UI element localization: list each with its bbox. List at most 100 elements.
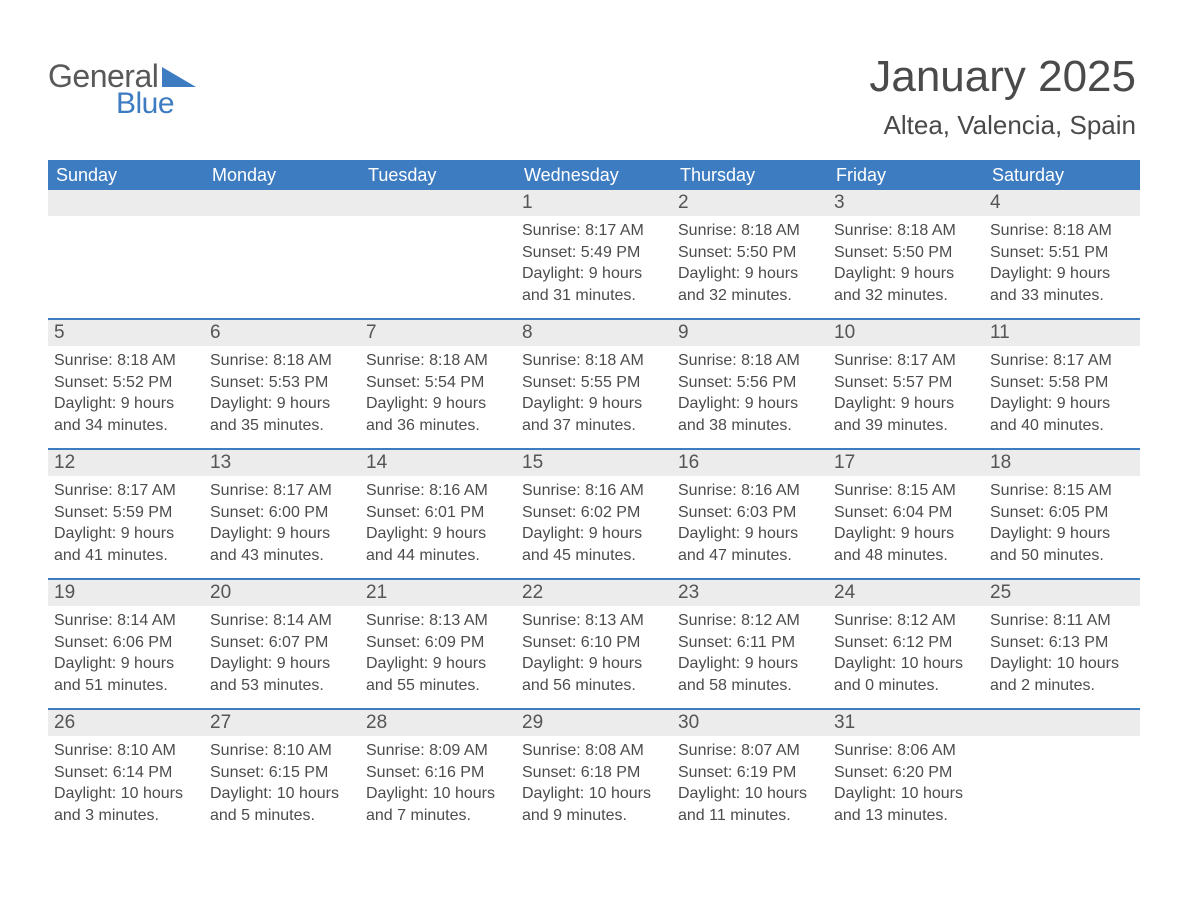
calendar-day-cell: 17Sunrise: 8:15 AMSunset: 6:04 PMDayligh…	[828, 450, 984, 578]
day-details: Sunrise: 8:13 AMSunset: 6:10 PMDaylight:…	[516, 606, 672, 706]
sunset-line: Sunset: 6:10 PM	[522, 632, 666, 654]
day-details: Sunrise: 8:12 AMSunset: 6:12 PMDaylight:…	[828, 606, 984, 706]
sunset-line: Sunset: 6:14 PM	[54, 762, 198, 784]
day-details	[984, 736, 1140, 750]
daylight-line-2: and 2 minutes.	[990, 675, 1134, 697]
sunrise-line: Sunrise: 8:06 AM	[834, 740, 978, 762]
sunset-line: Sunset: 6:04 PM	[834, 502, 978, 524]
calendar-week: 5Sunrise: 8:18 AMSunset: 5:52 PMDaylight…	[48, 318, 1140, 448]
daylight-line-1: Daylight: 9 hours	[54, 523, 198, 545]
daylight-line-1: Daylight: 9 hours	[990, 523, 1134, 545]
daylight-line-2: and 50 minutes.	[990, 545, 1134, 567]
sunrise-line: Sunrise: 8:07 AM	[678, 740, 822, 762]
daylight-line-1: Daylight: 9 hours	[522, 263, 666, 285]
day-number: 15	[516, 450, 672, 476]
sunrise-line: Sunrise: 8:18 AM	[54, 350, 198, 372]
sunrise-line: Sunrise: 8:15 AM	[990, 480, 1134, 502]
daylight-line-2: and 0 minutes.	[834, 675, 978, 697]
day-details: Sunrise: 8:09 AMSunset: 6:16 PMDaylight:…	[360, 736, 516, 836]
daylight-line-2: and 32 minutes.	[678, 285, 822, 307]
sunset-line: Sunset: 5:51 PM	[990, 242, 1134, 264]
daylight-line-2: and 58 minutes.	[678, 675, 822, 697]
day-details: Sunrise: 8:10 AMSunset: 6:14 PMDaylight:…	[48, 736, 204, 836]
weekday-header: Saturday	[984, 160, 1140, 190]
calendar-day-cell: 14Sunrise: 8:16 AMSunset: 6:01 PMDayligh…	[360, 450, 516, 578]
sunset-line: Sunset: 5:57 PM	[834, 372, 978, 394]
sunrise-line: Sunrise: 8:18 AM	[522, 350, 666, 372]
sunset-line: Sunset: 6:15 PM	[210, 762, 354, 784]
day-number: 22	[516, 580, 672, 606]
day-number: 30	[672, 710, 828, 736]
calendar-day-cell: 15Sunrise: 8:16 AMSunset: 6:02 PMDayligh…	[516, 450, 672, 578]
daylight-line-2: and 56 minutes.	[522, 675, 666, 697]
day-details	[48, 216, 204, 230]
daylight-line-2: and 48 minutes.	[834, 545, 978, 567]
calendar-day-cell: 18Sunrise: 8:15 AMSunset: 6:05 PMDayligh…	[984, 450, 1140, 578]
sunset-line: Sunset: 6:12 PM	[834, 632, 978, 654]
daylight-line-1: Daylight: 9 hours	[54, 393, 198, 415]
daylight-line-1: Daylight: 10 hours	[522, 783, 666, 805]
calendar-day-cell: 3Sunrise: 8:18 AMSunset: 5:50 PMDaylight…	[828, 190, 984, 318]
sunset-line: Sunset: 6:18 PM	[522, 762, 666, 784]
day-number: 8	[516, 320, 672, 346]
sunrise-line: Sunrise: 8:13 AM	[366, 610, 510, 632]
day-number: 23	[672, 580, 828, 606]
sunrise-line: Sunrise: 8:17 AM	[990, 350, 1134, 372]
sunset-line: Sunset: 6:00 PM	[210, 502, 354, 524]
day-details: Sunrise: 8:16 AMSunset: 6:02 PMDaylight:…	[516, 476, 672, 576]
calendar-day-cell	[360, 190, 516, 318]
calendar-day-cell: 30Sunrise: 8:07 AMSunset: 6:19 PMDayligh…	[672, 710, 828, 838]
daylight-line-1: Daylight: 10 hours	[210, 783, 354, 805]
sunrise-line: Sunrise: 8:08 AM	[522, 740, 666, 762]
daylight-line-1: Daylight: 9 hours	[522, 653, 666, 675]
weekday-header: Friday	[828, 160, 984, 190]
day-number: 12	[48, 450, 204, 476]
calendar-day-cell: 28Sunrise: 8:09 AMSunset: 6:16 PMDayligh…	[360, 710, 516, 838]
day-number: 3	[828, 190, 984, 216]
day-details: Sunrise: 8:15 AMSunset: 6:05 PMDaylight:…	[984, 476, 1140, 576]
sunrise-line: Sunrise: 8:17 AM	[54, 480, 198, 502]
day-details: Sunrise: 8:14 AMSunset: 6:07 PMDaylight:…	[204, 606, 360, 706]
calendar-day-cell	[48, 190, 204, 318]
day-details: Sunrise: 8:16 AMSunset: 6:03 PMDaylight:…	[672, 476, 828, 576]
weekday-header: Sunday	[48, 160, 204, 190]
sunset-line: Sunset: 5:50 PM	[834, 242, 978, 264]
daylight-line-1: Daylight: 9 hours	[210, 523, 354, 545]
sunset-line: Sunset: 6:20 PM	[834, 762, 978, 784]
sunrise-line: Sunrise: 8:13 AM	[522, 610, 666, 632]
daylight-line-2: and 36 minutes.	[366, 415, 510, 437]
sunrise-line: Sunrise: 8:14 AM	[54, 610, 198, 632]
sunset-line: Sunset: 5:55 PM	[522, 372, 666, 394]
sunset-line: Sunset: 6:11 PM	[678, 632, 822, 654]
sunset-line: Sunset: 6:07 PM	[210, 632, 354, 654]
calendar-day-cell: 31Sunrise: 8:06 AMSunset: 6:20 PMDayligh…	[828, 710, 984, 838]
daylight-line-1: Daylight: 10 hours	[678, 783, 822, 805]
month-title: January 2025	[869, 52, 1136, 102]
weekday-header: Monday	[204, 160, 360, 190]
calendar-day-cell: 16Sunrise: 8:16 AMSunset: 6:03 PMDayligh…	[672, 450, 828, 578]
calendar-day-cell: 7Sunrise: 8:18 AMSunset: 5:54 PMDaylight…	[360, 320, 516, 448]
day-details: Sunrise: 8:06 AMSunset: 6:20 PMDaylight:…	[828, 736, 984, 836]
sunrise-line: Sunrise: 8:17 AM	[834, 350, 978, 372]
daylight-line-1: Daylight: 9 hours	[54, 653, 198, 675]
sunset-line: Sunset: 5:59 PM	[54, 502, 198, 524]
daylight-line-1: Daylight: 9 hours	[990, 263, 1134, 285]
calendar-day-cell: 10Sunrise: 8:17 AMSunset: 5:57 PMDayligh…	[828, 320, 984, 448]
sunset-line: Sunset: 6:16 PM	[366, 762, 510, 784]
sunrise-line: Sunrise: 8:18 AM	[366, 350, 510, 372]
sunset-line: Sunset: 5:53 PM	[210, 372, 354, 394]
calendar-day-cell: 27Sunrise: 8:10 AMSunset: 6:15 PMDayligh…	[204, 710, 360, 838]
calendar: SundayMondayTuesdayWednesdayThursdayFrid…	[48, 160, 1140, 838]
sunset-line: Sunset: 5:56 PM	[678, 372, 822, 394]
calendar-day-cell: 2Sunrise: 8:18 AMSunset: 5:50 PMDaylight…	[672, 190, 828, 318]
day-details: Sunrise: 8:18 AMSunset: 5:50 PMDaylight:…	[828, 216, 984, 316]
daylight-line-1: Daylight: 9 hours	[834, 523, 978, 545]
calendar-day-cell: 21Sunrise: 8:13 AMSunset: 6:09 PMDayligh…	[360, 580, 516, 708]
daylight-line-1: Daylight: 10 hours	[366, 783, 510, 805]
weekday-header-row: SundayMondayTuesdayWednesdayThursdayFrid…	[48, 160, 1140, 190]
calendar-day-cell: 11Sunrise: 8:17 AMSunset: 5:58 PMDayligh…	[984, 320, 1140, 448]
daylight-line-1: Daylight: 9 hours	[678, 393, 822, 415]
daylight-line-2: and 5 minutes.	[210, 805, 354, 827]
calendar-day-cell: 29Sunrise: 8:08 AMSunset: 6:18 PMDayligh…	[516, 710, 672, 838]
day-number	[48, 190, 204, 216]
